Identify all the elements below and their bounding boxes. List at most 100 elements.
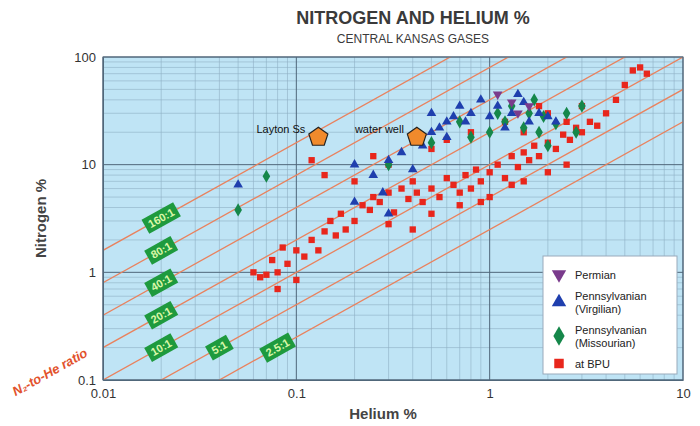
- point: [308, 237, 314, 243]
- point: [563, 107, 571, 120]
- point: [450, 182, 456, 188]
- tick-label: 100: [74, 50, 96, 65]
- grid-line: [103, 164, 683, 165]
- ratio-label-text: 20:1: [149, 304, 174, 325]
- point: [468, 185, 474, 191]
- plot-frame: [103, 57, 683, 380]
- point: [478, 199, 484, 205]
- minor-grid-line: [103, 181, 683, 182]
- minor-grid-line: [412, 57, 413, 380]
- point: [427, 127, 437, 135]
- x-axis: 0.010.1110: [91, 380, 691, 401]
- ratio-label-text: 80:1: [149, 240, 174, 261]
- point: [280, 244, 286, 250]
- point: [473, 166, 479, 172]
- point: [315, 247, 321, 253]
- point: [327, 218, 333, 224]
- point: [333, 232, 339, 238]
- ratio-label: 160:1: [142, 202, 181, 234]
- minor-grid-line: [103, 197, 683, 198]
- point: [385, 221, 391, 227]
- ratio-label-box: [144, 333, 178, 362]
- tick-label: 1: [89, 265, 96, 280]
- minor-grid-line: [253, 57, 254, 380]
- ratio-label-text: 40:1: [149, 272, 174, 293]
- ratio-label-text: 10:1: [149, 337, 174, 358]
- legend: PermianPennsylvanian(Virgilian)Pennsylva…: [543, 256, 677, 374]
- point: [257, 274, 263, 280]
- point: [263, 170, 271, 183]
- minor-grid-line: [446, 57, 447, 380]
- point: [284, 261, 290, 267]
- plot-background: [103, 57, 683, 380]
- point: [587, 119, 593, 125]
- point: [515, 164, 521, 170]
- point: [384, 208, 394, 216]
- point: [321, 172, 327, 178]
- tick-label: 10: [82, 157, 96, 172]
- point: [293, 247, 299, 253]
- minor-grid-line: [103, 99, 683, 100]
- point: [644, 71, 650, 77]
- point: [250, 269, 256, 275]
- point: [637, 64, 643, 70]
- point: [398, 185, 404, 191]
- point: [367, 207, 373, 213]
- point: [428, 136, 436, 149]
- point: [622, 82, 628, 88]
- tick-label: 0.01: [91, 386, 116, 401]
- point: [377, 199, 383, 205]
- minor-grid-line: [103, 61, 683, 62]
- point: [603, 110, 609, 116]
- point: [350, 159, 360, 167]
- point: [553, 146, 559, 152]
- series: [234, 93, 585, 216]
- annotation-label: water well: [354, 123, 404, 135]
- minor-grid-line: [103, 67, 683, 68]
- legend-marker: [552, 270, 566, 282]
- point: [427, 108, 437, 116]
- ratio-label-box: [205, 335, 234, 361]
- point: [321, 228, 327, 234]
- point: [419, 199, 425, 205]
- title: NITROGEN AND HELIUM %: [296, 8, 529, 28]
- point: [436, 194, 442, 200]
- ratio-label-text: 160:1: [146, 206, 176, 230]
- ratio-label-text: 5:1: [209, 338, 229, 356]
- minor-grid-line: [103, 239, 683, 240]
- grid: [103, 57, 683, 380]
- point: [531, 143, 537, 149]
- point: [455, 101, 465, 109]
- ratio-label-box: [144, 236, 178, 265]
- axis-line: [104, 380, 684, 381]
- point: [563, 162, 569, 168]
- series: [233, 89, 560, 217]
- point: [567, 137, 573, 143]
- point: [493, 92, 503, 100]
- ratio-label: 5:1: [205, 335, 234, 361]
- point: [543, 111, 553, 119]
- point: [428, 211, 434, 217]
- point: [487, 194, 493, 200]
- minor-grid-line: [266, 57, 267, 380]
- point: [428, 185, 434, 191]
- legend-label: at BPU: [575, 358, 610, 370]
- legend-label: Pennsylvanian(Virgilian): [575, 290, 647, 315]
- minor-grid-line: [103, 207, 683, 208]
- point: [414, 189, 420, 195]
- point: [560, 131, 566, 137]
- point: [449, 111, 459, 119]
- ratio-line: [103, 57, 683, 380]
- grid-line: [296, 57, 297, 380]
- point: [613, 97, 619, 103]
- point: [630, 67, 636, 73]
- point: [343, 226, 349, 232]
- tick-label: 0.1: [78, 373, 96, 388]
- ratio-label: 2.5:1: [259, 333, 296, 363]
- point: [509, 153, 515, 159]
- point: [457, 202, 463, 208]
- grid-line: [489, 57, 490, 380]
- point: [457, 189, 463, 195]
- minor-grid-line: [103, 113, 683, 114]
- ratio-label: 80:1: [144, 236, 178, 265]
